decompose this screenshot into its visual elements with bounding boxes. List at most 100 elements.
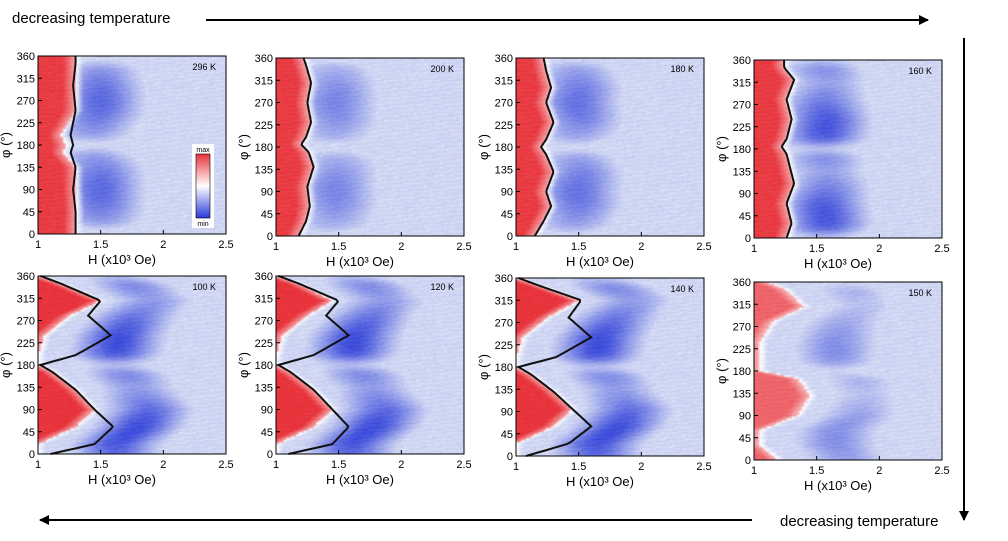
x-axis-title: H (x10³ Oe) — [326, 254, 394, 269]
x-tick-label: 1.5 — [571, 241, 586, 253]
panel-200k: 0 45 90 135 180 225 270 315 360 1 1.5 2 2.5 H (x10³ O… — [236, 46, 476, 282]
y-tick-label: 180 — [495, 362, 513, 374]
y-tick-label: 225 — [17, 338, 35, 350]
heatmap-svg: 0 45 90 135 180 225 270 315 360 1 1.5 2 2.5 H (x10³ O… — [714, 277, 950, 493]
x-tick-label: 2.5 — [934, 243, 949, 255]
heatmap-raster — [276, 276, 464, 454]
y-tick-label: 90 — [501, 407, 513, 419]
y-tick-label: 315 — [17, 73, 35, 85]
y-axis-title: φ (°) — [714, 358, 729, 384]
y-tick-label: 0 — [267, 231, 273, 243]
contour-line — [69, 56, 77, 234]
contour-line — [780, 60, 796, 239]
heatmap-raster — [38, 276, 226, 454]
x-axis-title: H (x10³ Oe) — [88, 252, 156, 267]
heatmap-svg: 0 45 90 135 180 225 270 315 360 1 1.5 2 2.5 H (x10³ O… — [236, 53, 472, 269]
x-tick-label: 2 — [638, 461, 644, 473]
x-tick-label: 2.5 — [456, 459, 471, 471]
y-tick-label: 45 — [739, 433, 751, 445]
y-tick-label: 180 — [17, 140, 35, 152]
heatmap-raster — [276, 58, 464, 236]
x-axis-title: H (x10³ Oe) — [566, 474, 634, 489]
panel-180k: 0 45 90 135 180 225 270 315 360 1 1.5 2 2.5 H (x10³ O… — [476, 46, 716, 282]
x-tick-label: 2.5 — [696, 241, 711, 253]
heatmap-raster — [754, 60, 942, 238]
x-tick-label: 1 — [513, 241, 519, 253]
temperature-label: 140 K — [670, 284, 694, 294]
y-tick-label: 225 — [733, 344, 751, 356]
y-tick-label: 135 — [17, 162, 35, 174]
y-tick-label: 225 — [733, 122, 751, 134]
x-tick-label: 1 — [273, 459, 279, 471]
y-tick-label: 180 — [733, 366, 751, 378]
y-tick-label: 270 — [255, 316, 273, 328]
y-tick-label: 225 — [255, 120, 273, 132]
x-tick-label: 1 — [751, 465, 757, 477]
panel-100k: 0 45 90 135 180 225 270 315 360 1 1.5 2 2.5 H (x10³ O… — [0, 264, 238, 500]
x-axis-title: H (x10³ Oe) — [88, 472, 156, 487]
y-tick-label: 135 — [17, 382, 35, 394]
contour-line — [297, 57, 315, 237]
y-tick-label: 315 — [495, 295, 513, 307]
x-tick-label: 1.5 — [809, 465, 824, 477]
heatmap-svg: 0 45 90 135 180 225 270 315 360 1 1.5 2 2.5 H (x10³ O… — [0, 51, 234, 267]
y-tick-label: 225 — [495, 120, 513, 132]
y-tick-label: 270 — [733, 100, 751, 112]
y-tick-label: 270 — [255, 98, 273, 110]
panel-160k: 0 45 90 135 180 225 270 315 360 1 1.5 2 2.5 H (x10³ O… — [714, 48, 954, 284]
heatmap-svg: 0 45 90 135 180 225 270 315 360 1 1.5 2 2.5 H (x10³ O… — [0, 271, 234, 487]
y-tick-label: 180 — [495, 142, 513, 154]
x-tick-label: 1 — [751, 243, 757, 255]
y-tick-label: 45 — [261, 427, 273, 439]
y-tick-label: 90 — [739, 189, 751, 201]
y-tick-label: 90 — [23, 405, 35, 417]
y-axis-title: φ (°) — [476, 354, 491, 380]
panel-150k: 0 45 90 135 180 225 270 315 360 1 1.5 2 2.5 H (x10³ O… — [714, 270, 954, 506]
y-tick-label: 315 — [495, 75, 513, 87]
y-tick-label: 360 — [495, 273, 513, 285]
y-tick-label: 0 — [745, 233, 751, 245]
x-tick-label: 2.5 — [218, 459, 233, 471]
y-tick-label: 360 — [733, 277, 751, 289]
panel-120k: 0 45 90 135 180 225 270 315 360 1 1.5 2 2.5 H (x10³ O… — [236, 264, 476, 500]
y-tick-label: 135 — [495, 164, 513, 176]
y-tick-label: 360 — [17, 271, 35, 283]
y-tick-label: 90 — [23, 185, 35, 197]
y-tick-label: 135 — [733, 388, 751, 400]
banner-top-label: decreasing temperature — [12, 10, 171, 27]
y-axis-title: φ (°) — [236, 134, 251, 160]
y-tick-label: 225 — [255, 338, 273, 350]
y-tick-label: 45 — [739, 211, 751, 223]
y-tick-label: 180 — [17, 360, 35, 372]
y-tick-label: 270 — [17, 96, 35, 108]
y-tick-label: 90 — [739, 411, 751, 423]
x-tick-label: 2 — [398, 459, 404, 471]
heatmap-svg: 0 45 90 135 180 225 270 315 360 1 1.5 2 2.5 H (x10³ O… — [714, 55, 950, 271]
x-tick-label: 1.5 — [809, 243, 824, 255]
y-tick-label: 135 — [495, 384, 513, 396]
y-tick-label: 90 — [501, 187, 513, 199]
temperature-label: 200 K — [430, 64, 454, 74]
x-tick-label: 2.5 — [218, 239, 233, 251]
x-tick-label: 1 — [273, 241, 279, 253]
x-tick-label: 2 — [398, 241, 404, 253]
x-tick-label: 2.5 — [696, 461, 711, 473]
y-tick-label: 45 — [23, 427, 35, 439]
y-tick-label: 270 — [495, 318, 513, 330]
y-tick-label: 225 — [495, 340, 513, 352]
x-tick-label: 2 — [638, 241, 644, 253]
y-tick-label: 315 — [255, 293, 273, 305]
y-tick-label: 90 — [261, 405, 273, 417]
y-tick-label: 270 — [17, 316, 35, 328]
heatmap-raster — [516, 58, 704, 236]
colorbar-max-label: max — [196, 147, 210, 154]
x-tick-label: 1 — [35, 459, 41, 471]
heatmap-raster — [516, 278, 704, 456]
x-tick-label: 2 — [876, 465, 882, 477]
y-tick-label: 0 — [267, 449, 273, 461]
y-tick-label: 270 — [495, 98, 513, 110]
y-axis-title: φ (°) — [714, 136, 729, 162]
y-tick-label: 360 — [495, 53, 513, 65]
x-tick-label: 2.5 — [934, 465, 949, 477]
